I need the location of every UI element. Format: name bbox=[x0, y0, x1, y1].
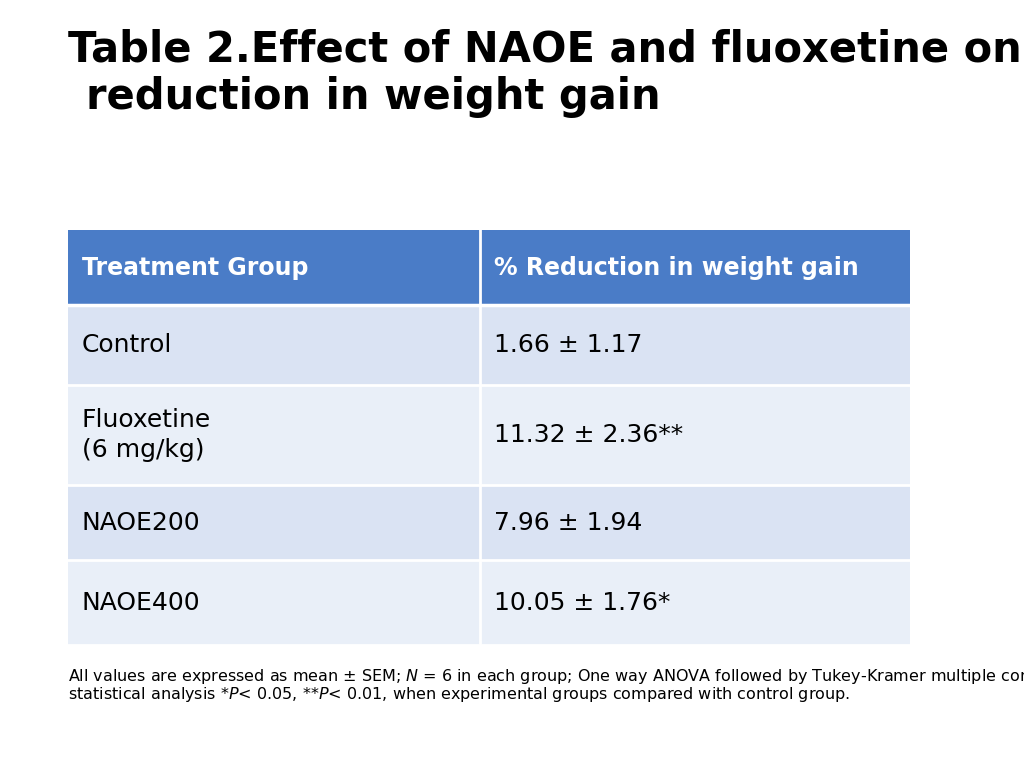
Text: NAOE200: NAOE200 bbox=[82, 511, 201, 535]
Text: 11.32 ± 2.36**: 11.32 ± 2.36** bbox=[494, 423, 683, 447]
Text: 7.96 ± 1.94: 7.96 ± 1.94 bbox=[494, 511, 642, 535]
Text: (6 mg/kg): (6 mg/kg) bbox=[82, 438, 205, 462]
Text: 10.05 ± 1.76*: 10.05 ± 1.76* bbox=[494, 591, 671, 614]
Text: Treatment Group: Treatment Group bbox=[82, 256, 308, 280]
Bar bbox=[68, 385, 910, 485]
Text: 1.66 ± 1.17: 1.66 ± 1.17 bbox=[494, 333, 642, 357]
Text: Table 2.Effect of NAOE and fluoxetine on: Table 2.Effect of NAOE and fluoxetine on bbox=[68, 28, 1022, 70]
Text: % Reduction in weight gain: % Reduction in weight gain bbox=[494, 256, 859, 280]
Bar bbox=[68, 230, 910, 305]
Text: Control: Control bbox=[82, 333, 172, 357]
Text: NAOE400: NAOE400 bbox=[82, 591, 201, 614]
Text: Fluoxetine: Fluoxetine bbox=[82, 408, 211, 432]
Text: reduction in weight gain: reduction in weight gain bbox=[86, 76, 660, 118]
Text: statistical analysis *$P$< 0.05, **$P$< 0.01, when experimental groups compared : statistical analysis *$P$< 0.05, **$P$< … bbox=[68, 685, 850, 704]
Bar bbox=[68, 305, 910, 385]
Text: All values are expressed as mean ± SEM; $N$ = 6 in each group; One way ANOVA fol: All values are expressed as mean ± SEM; … bbox=[68, 667, 1024, 686]
Bar bbox=[68, 485, 910, 560]
Bar bbox=[68, 560, 910, 645]
